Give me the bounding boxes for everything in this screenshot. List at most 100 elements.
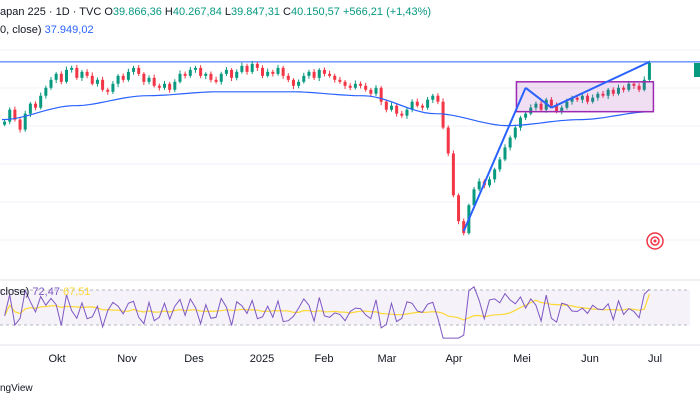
candle-body [503,147,507,160]
candle-body [446,127,450,154]
candle-body [338,79,342,82]
candle-body [627,83,631,90]
candle-body [3,121,7,125]
candle-body [214,79,218,82]
candle-body [462,221,466,234]
candle-body [436,95,440,102]
rsi-line [4,285,650,339]
candle-body [13,109,17,120]
candle-body [255,63,259,68]
candle-body [586,95,590,102]
candle-body [369,89,373,94]
candle-body [493,169,497,180]
candle-body [348,85,352,88]
candle-body [266,71,270,76]
rsi-ma-value: 67,51 [63,286,91,298]
rsi-header: close) 72,47 67,51 [0,286,91,298]
candle-body [204,73,208,76]
candle-body [353,83,357,88]
candle-body [560,107,564,112]
ma-label: 0, close) [0,24,42,36]
candle-body [570,97,574,102]
candle-body [193,67,197,70]
candle-body [575,97,579,100]
x-axis-tick-label: Nov [117,353,137,365]
candle-body [126,71,130,80]
candle-body [534,103,538,108]
candle-body [611,89,615,94]
candle-body [591,97,595,102]
candle-body [420,105,424,108]
candle-body [178,73,182,82]
candle-body [524,113,528,118]
candle-body [606,89,610,96]
moving-average-line [1,91,653,127]
candle-body [49,79,53,88]
candle-body [276,67,280,74]
candle-body [23,113,27,130]
candle-body [622,87,626,90]
candle-body [477,181,481,190]
candle-body [410,101,414,110]
candle-body [219,73,223,82]
candle-body [188,69,192,76]
candle-body [137,67,141,74]
candle-body [18,119,22,130]
trend-line [462,87,527,232]
candle-body [343,81,347,86]
close-value: 40.150,57 [290,6,340,18]
rsi-ma-line [4,293,650,321]
candle-body [632,83,636,86]
candle-body [457,195,461,222]
candle-body [80,71,84,78]
high-label: H [164,6,173,18]
candle-body [322,69,326,74]
candle-body [44,87,48,96]
candle-body [647,62,651,80]
candle-body [395,105,399,114]
candle-body [302,75,306,82]
candle-body [34,103,38,108]
candle-body [616,87,620,94]
trend-line [525,86,553,109]
candle-body [389,105,393,110]
candle-body [642,79,646,90]
candle-body [59,73,63,82]
candle-body [364,85,368,90]
candle-body [555,105,559,112]
candle-body [333,75,337,80]
candle-body [498,159,502,170]
close-label: C [283,6,291,18]
candle-body [142,73,146,82]
high-value: 40.267,84 [172,6,222,18]
candle-body [286,75,290,80]
candle-body [312,71,316,78]
candle-body [359,83,363,86]
candle-body [90,75,94,84]
low-label: L [224,6,231,18]
price-marker [694,63,700,77]
candle-body [173,81,177,90]
candle-body [317,69,321,78]
open-label: O [104,6,113,18]
candle-body [431,95,435,100]
candle-body [307,71,311,76]
candle-body [111,83,115,92]
tradingview-logo: ngView [0,383,33,394]
candle-body [85,71,89,76]
candle-body [384,101,388,110]
ma-value: 37.949,02 [44,24,94,36]
ohlc-header: apan 225 · 1D · TVC O39.866,36 H40.267,8… [0,6,431,18]
candle-body [101,79,105,90]
x-axis-tick-label: Des [184,353,204,365]
candle-body [245,65,249,72]
candle-body [488,179,491,186]
candle-body [152,77,156,86]
low-value: 39.847,31 [231,6,280,18]
candle-body [250,63,254,72]
candle-body [240,65,244,72]
rsi-band [0,290,690,325]
candle-body [28,103,32,114]
candle-body [281,67,285,76]
